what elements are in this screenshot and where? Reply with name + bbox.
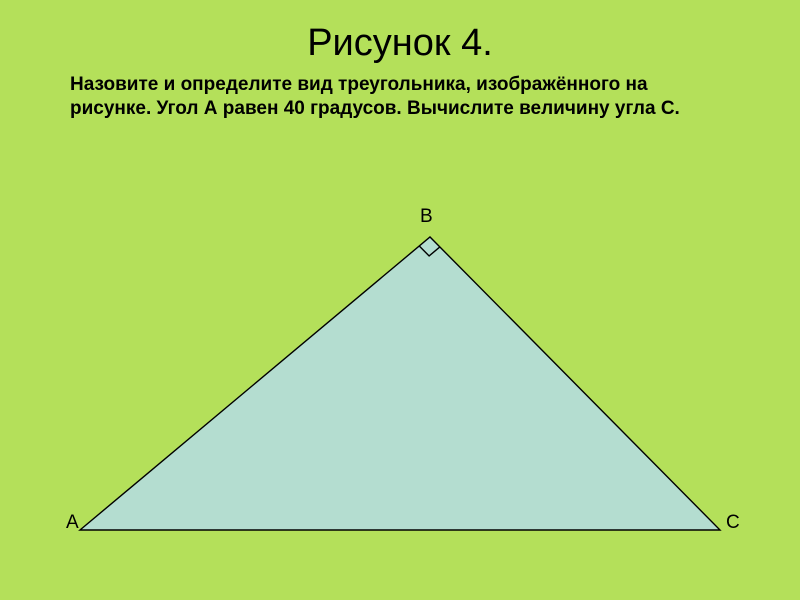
vertex-label-b: В xyxy=(420,206,433,228)
slide-content: Рисунок 4. Назовите и определите вид тре… xyxy=(0,0,800,600)
vertex-label-c: С xyxy=(726,512,740,534)
subtitle-line-2: рисунке. Угол А равен 40 градусов. Вычис… xyxy=(70,98,680,119)
slide-title: Рисунок 4. xyxy=(0,0,800,65)
subtitle-line-1: Назовите и определите вид треугольника, … xyxy=(70,74,648,95)
title-text: Рисунок 4. xyxy=(307,22,493,64)
triangle-shape xyxy=(80,237,720,530)
triangle-diagram: А В С xyxy=(0,180,800,580)
vertex-label-a: А xyxy=(66,512,79,534)
slide-subtitle: Назовите и определите вид треугольника, … xyxy=(0,65,800,121)
triangle-svg xyxy=(0,180,800,580)
